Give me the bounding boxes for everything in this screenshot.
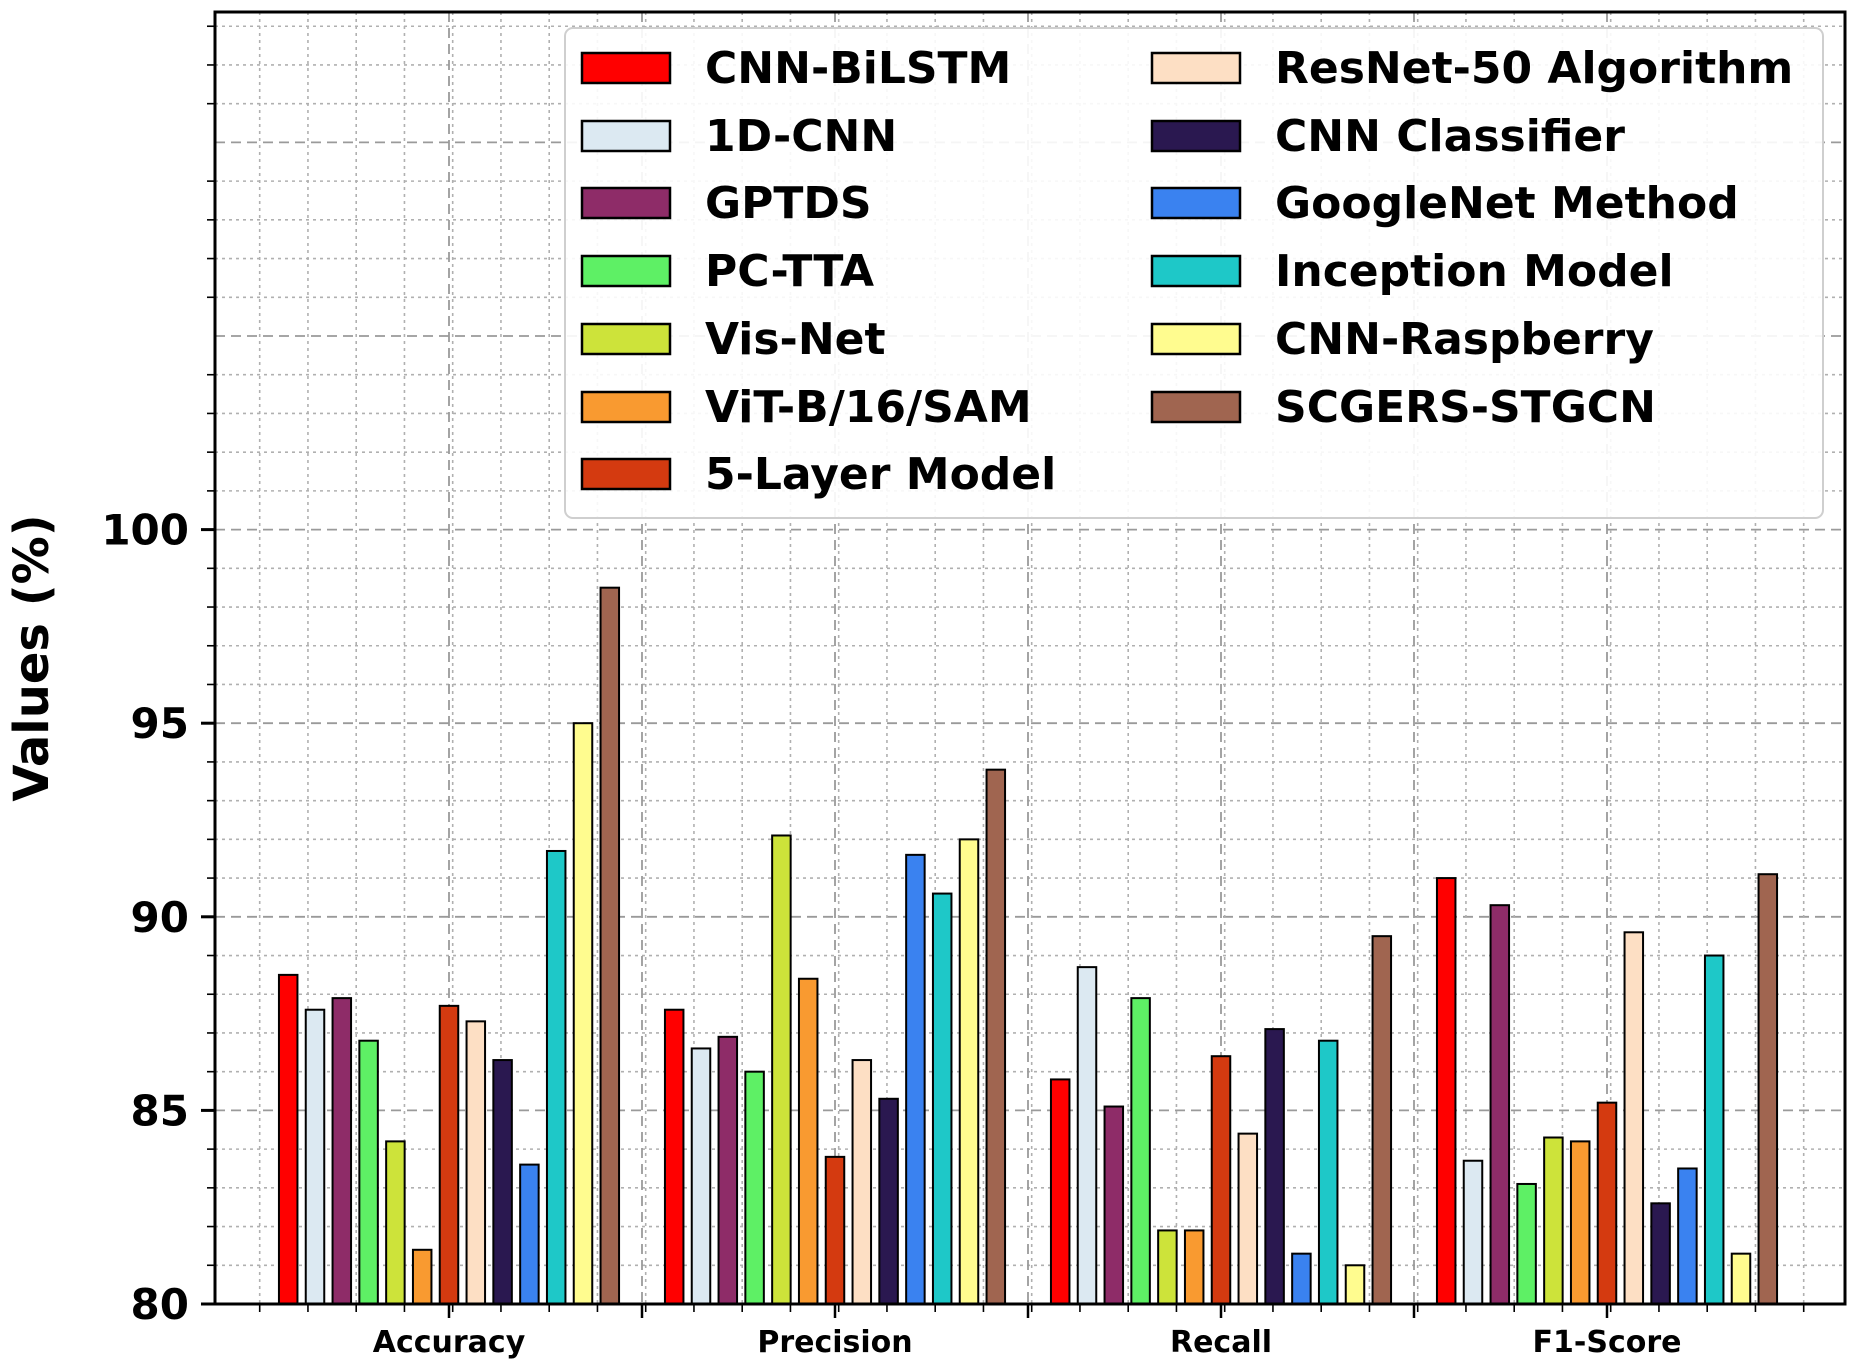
legend-label: 1D-CNN: [705, 111, 897, 162]
bar: [545, 849, 567, 1305]
bar: [331, 997, 353, 1305]
legend-label: PC-TTA: [705, 246, 874, 297]
bar: [851, 1059, 873, 1305]
bar: [1371, 935, 1393, 1305]
legend-label: Inception Model: [1275, 246, 1674, 297]
x-tick-label: Accuracy: [373, 1325, 526, 1360]
bar: [1703, 954, 1725, 1306]
bar: [1650, 1202, 1671, 1305]
legend-swatch: [580, 119, 672, 153]
plot-frame: [213, 10, 1847, 1306]
bar: [744, 1070, 765, 1306]
y-tick-label: 80: [131, 1280, 189, 1329]
bar: [1543, 1136, 1564, 1306]
legend-swatch: [1150, 119, 1242, 153]
bar: [465, 1020, 487, 1305]
legend-label: CNN Classifier: [1275, 111, 1625, 162]
bar: [492, 1059, 513, 1305]
legend-label: CNN-BiLSTM: [705, 43, 1011, 94]
bar: [824, 1155, 846, 1306]
bar: [1435, 877, 1457, 1306]
bar: [1344, 1264, 1366, 1306]
bar: [1677, 1167, 1698, 1305]
bar: [878, 1097, 899, 1306]
bar: [985, 768, 1007, 1305]
bar: [438, 1004, 460, 1306]
bar: [1237, 1132, 1259, 1305]
bar: [572, 722, 594, 1305]
y-tick-label: 85: [131, 1086, 189, 1135]
bar: [1489, 904, 1511, 1306]
y-tick-label: 95: [131, 699, 189, 748]
y-tick-label: 90: [131, 893, 189, 942]
bar: [1157, 1229, 1178, 1306]
bar: [1049, 1078, 1071, 1305]
bar: [663, 1008, 685, 1306]
legend-swatch: [1150, 186, 1242, 220]
bar: [1596, 1101, 1618, 1305]
legend-swatch: [580, 51, 672, 85]
bar: [771, 834, 792, 1305]
y-axis-label: Values (%): [4, 514, 60, 801]
bar: [717, 1035, 739, 1306]
legend: CNN-BiLSTM 1D-CNN GPTDS PC-TTA Vis-Net ViT-B/…: [564, 27, 1824, 519]
bar: [1623, 931, 1645, 1306]
bar: [304, 1008, 326, 1306]
legend-swatch: [580, 390, 672, 424]
legend-label: ResNet-50 Algorithm: [1275, 43, 1793, 94]
y-tick-label: 100: [101, 506, 189, 555]
x-tick-label: Precision: [757, 1325, 912, 1360]
bar: [1291, 1252, 1312, 1305]
legend-label: GPTDS: [705, 178, 872, 229]
bar: [931, 892, 953, 1305]
legend-label: 5-Layer Model: [705, 449, 1056, 500]
bar: [1516, 1182, 1537, 1306]
bar: [385, 1140, 406, 1305]
bar: [1317, 1039, 1339, 1305]
legend-label: CNN-Raspberry: [1275, 314, 1654, 365]
bar: [411, 1248, 433, 1305]
x-tick-label: F1-Score: [1533, 1325, 1682, 1360]
legend-label: Vis-Net: [705, 314, 886, 365]
bar: [599, 586, 621, 1305]
legend-swatch: [580, 254, 672, 288]
bar: [1264, 1028, 1285, 1305]
x-tick-label: Recall: [1170, 1325, 1272, 1360]
bar: [1757, 873, 1779, 1305]
legend-swatch: [580, 322, 672, 356]
bar: [1076, 966, 1098, 1305]
bar: [1103, 1105, 1125, 1305]
bar: [1130, 997, 1151, 1305]
bar: [1462, 1159, 1484, 1305]
legend-swatch: [1150, 254, 1242, 288]
bar: [277, 973, 299, 1305]
bar: [1183, 1229, 1205, 1306]
legend-swatch: [580, 457, 672, 491]
bar: [905, 853, 926, 1306]
bar: [958, 838, 980, 1305]
legend-label: SCGERS-STGCN: [1275, 382, 1656, 433]
axis-ticks: 80 85 90 95 100 Accuracy Precision Recall F1-Sco…: [101, 25, 1805, 1360]
bar: [519, 1163, 540, 1306]
bar: [690, 1047, 712, 1305]
legend-swatch: [1150, 390, 1242, 424]
legend-label: ViT-B/16/SAM: [705, 382, 1032, 433]
legend-swatch: [1150, 322, 1242, 356]
bar: [1730, 1252, 1752, 1305]
legend-swatch: [580, 186, 672, 220]
bar: [797, 977, 819, 1305]
bar: [358, 1039, 379, 1305]
legend-label: GoogleNet Method: [1275, 178, 1739, 229]
bar: [1210, 1055, 1232, 1306]
bar: [1569, 1140, 1591, 1305]
legend-swatch: [1150, 51, 1242, 85]
